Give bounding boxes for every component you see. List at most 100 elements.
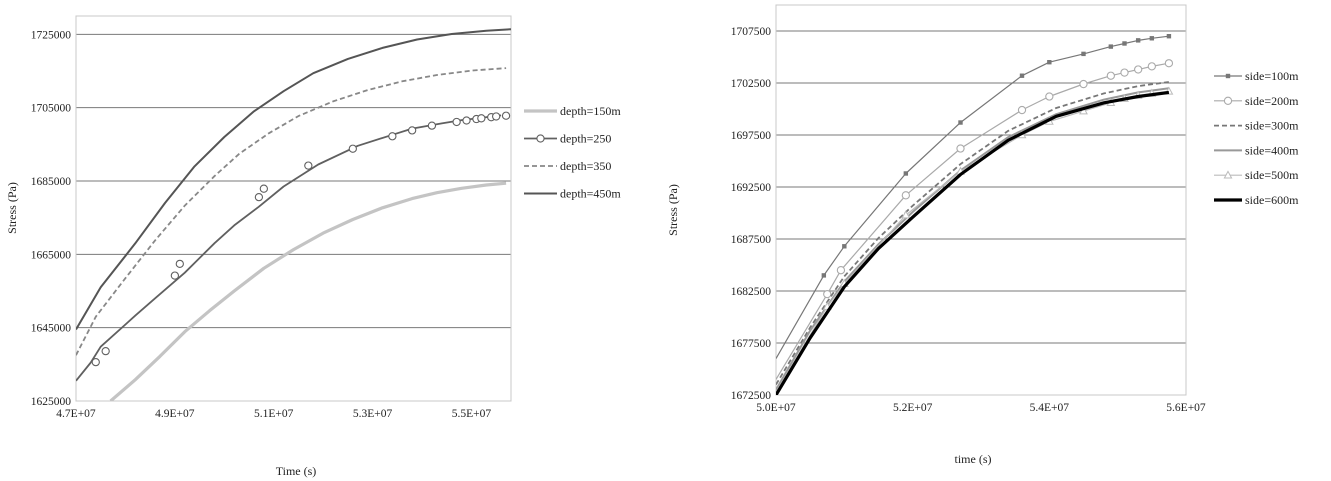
legend-label: side=200m (1245, 94, 1299, 108)
data-point (259, 184, 268, 193)
data-point (175, 259, 184, 269)
data-point (407, 126, 417, 135)
y-tick-label: 1677500 (731, 338, 772, 350)
data-point (823, 289, 832, 299)
legend-label: side=400m (1245, 143, 1299, 157)
data-point (1106, 71, 1115, 80)
series-lines (776, 34, 1174, 395)
data-point (91, 357, 100, 367)
data-point (388, 132, 397, 141)
series-line-side-100m (776, 35, 1169, 359)
data-point (842, 244, 847, 249)
data-point (956, 144, 965, 153)
data-point (901, 210, 911, 219)
series-line-side-500m (776, 90, 1169, 393)
series-line-depth-450m (76, 28, 511, 331)
x-tick-label: 5.6E+07 (1166, 402, 1206, 414)
gridlines (76, 33, 511, 402)
data-point (492, 112, 501, 121)
data-point (821, 273, 827, 278)
data-point (1149, 36, 1155, 41)
series-line-depth-150m (109, 181, 507, 401)
data-point (1223, 170, 1233, 179)
data-point (536, 134, 545, 143)
data-point (901, 191, 910, 200)
data-point (958, 120, 963, 125)
legend-label: depth=250 (560, 132, 611, 146)
x-tick-label: 5.5E+07 (452, 408, 492, 420)
series-line-side-600m (776, 90, 1170, 395)
data-point (254, 192, 264, 202)
y-tick-label: 1697500 (731, 130, 772, 142)
y-tick-label: 1682500 (731, 286, 772, 298)
y-tick-label: 1645000 (31, 323, 72, 335)
data-point (452, 117, 461, 127)
data-point (1134, 65, 1143, 74)
y-tick-label: 1702500 (731, 78, 772, 90)
data-point (1120, 68, 1129, 77)
x-tick-label: 5.0E+07 (756, 402, 796, 414)
y-tick-label: 1705000 (31, 103, 72, 115)
data-point (501, 111, 511, 120)
legend-label: side=500m (1245, 168, 1299, 182)
tick-labels: 1625000 1645000 1665000 1685000 1705000 17250… (31, 29, 492, 420)
y-axis-label: Stress (Pa) (5, 182, 19, 234)
data-point (1122, 41, 1127, 46)
y-axis-label: Stress (Pa) (666, 184, 680, 236)
data-point (1147, 62, 1156, 71)
data-point (1225, 73, 1231, 79)
series-line-depth-250 (76, 114, 502, 382)
x-tick-label: 4.9E+07 (155, 408, 195, 420)
chart-side: 1672500 1677500 1682500 1687500 1692500 16975… (666, 4, 1299, 466)
x-axis-label: Time (s) (276, 464, 317, 478)
legend-label: side=100m (1245, 69, 1299, 83)
x-tick-label: 5.2E+07 (893, 402, 933, 414)
data-point (1019, 73, 1025, 78)
data-point (836, 266, 846, 275)
x-axis-label: time (s) (955, 452, 992, 466)
data-point (477, 114, 486, 123)
y-tick-label: 1685000 (31, 176, 72, 188)
data-point (1166, 34, 1172, 39)
legend-label: depth=150m (560, 104, 621, 118)
data-point (427, 121, 437, 130)
y-tick-label: 1725000 (31, 29, 72, 41)
legend-label: depth=450m (560, 187, 621, 201)
data-point (1081, 51, 1086, 57)
legend-label: depth=350 (560, 159, 611, 173)
tick-labels: 1672500 1677500 1682500 1687500 1692500 16975… (731, 26, 1206, 414)
data-point (170, 271, 180, 280)
legend: side=100m side=200m side=300m side=400m side… (1214, 69, 1299, 207)
x-tick-label: 5.3E+07 (353, 408, 393, 420)
data-point (462, 116, 471, 125)
legend-label: side=300m (1245, 119, 1299, 133)
data-point (1079, 79, 1088, 89)
data-point (348, 144, 357, 153)
x-tick-label: 5.1E+07 (254, 408, 294, 420)
data-point (903, 171, 909, 176)
series-line-depth-350 (76, 67, 507, 356)
plot-area-frame (75, 15, 512, 402)
y-tick-label: 1687500 (731, 234, 772, 246)
data-point (304, 161, 313, 170)
data-point (1108, 44, 1114, 49)
y-tick-label: 1625000 (31, 396, 72, 408)
data-point (1223, 96, 1233, 105)
data-point (1135, 38, 1141, 43)
data-point (1045, 92, 1054, 101)
y-tick-label: 1672500 (731, 390, 772, 402)
plot-area-frame (775, 4, 1187, 396)
y-tick-label: 1692500 (731, 182, 772, 194)
data-point (101, 346, 110, 356)
series-line-side-300m (776, 81, 1170, 386)
legend-label: side=600m (1245, 193, 1299, 207)
y-tick-label: 1707500 (731, 26, 772, 38)
x-tick-label: 5.4E+07 (1030, 402, 1070, 414)
data-point (1017, 105, 1027, 115)
chart-depth: 1625000 1645000 1665000 1685000 1705000 17250… (5, 15, 621, 478)
y-tick-label: 1665000 (31, 249, 72, 261)
data-point (1047, 60, 1052, 65)
series-lines (76, 28, 511, 401)
series-line-side-200m (776, 62, 1170, 380)
